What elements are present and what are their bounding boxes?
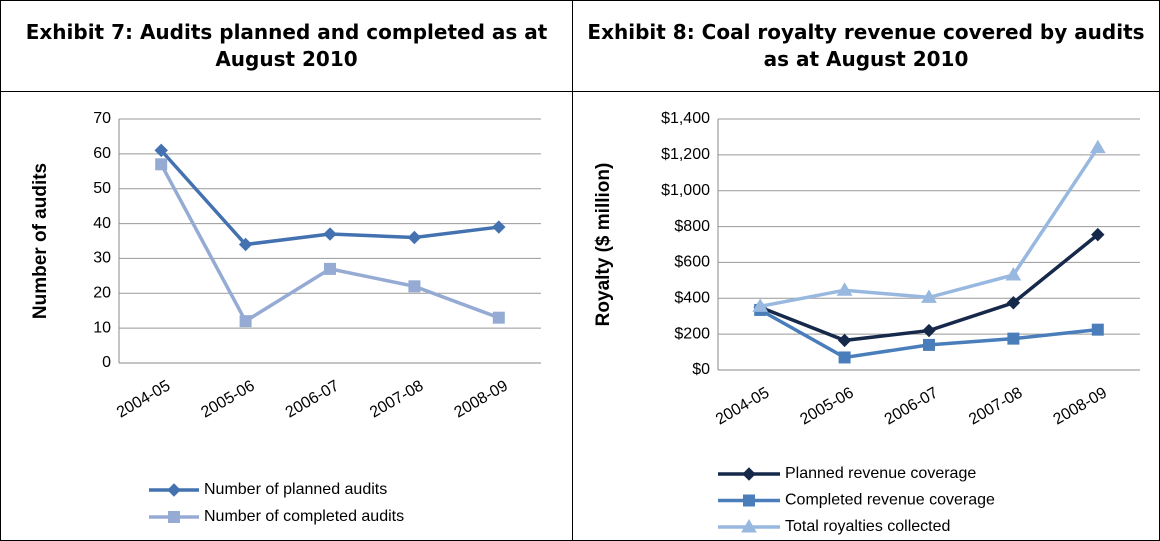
- legend-label: Planned revenue coverage: [785, 465, 976, 482]
- marker: [407, 230, 422, 245]
- marker: [239, 315, 252, 328]
- marker: [238, 237, 253, 252]
- x-tick-label: 2008-09: [1051, 384, 1110, 428]
- y-tick-label: $800: [674, 218, 710, 235]
- marker: [922, 323, 936, 338]
- marker: [324, 262, 336, 275]
- y-axis-title: Royalty ($ million): [593, 163, 614, 327]
- x-tick-label: 2004-05: [114, 377, 173, 421]
- legend-label: Number of planned audits: [204, 481, 387, 498]
- y-tick-label: 30: [93, 250, 111, 267]
- marker: [155, 158, 168, 171]
- x-tick-label: 2005-06: [198, 377, 257, 421]
- marker: [742, 467, 756, 481]
- x-tick-label: 2008-09: [452, 377, 511, 421]
- y-tick-label: 70: [93, 110, 111, 127]
- y-tick-label: $400: [674, 290, 710, 307]
- chart: $0 $200 $400 $600 $800 $1,000 $1,200 $1,400 Roya…: [593, 110, 1140, 535]
- marker: [923, 338, 935, 351]
- marker: [752, 298, 769, 312]
- panel: Exhibit 8: Coal royalty revenue covered …: [572, 1, 1159, 540]
- marker: [836, 282, 853, 296]
- marker: [837, 333, 852, 348]
- marker: [1091, 323, 1104, 336]
- chart: 0 10 20 30 40 50 60 70 Number of audits 2004-05 20…: [30, 110, 541, 525]
- y-tick-label: 10: [93, 319, 111, 336]
- y-tick-label: 20: [93, 285, 111, 302]
- y-tick-label: $200: [674, 325, 710, 342]
- y-axis-title: Number of audits: [30, 163, 51, 319]
- chart-title: Exhibit 7: Audits planned and completed …: [1, 1, 572, 92]
- marker: [154, 143, 168, 158]
- marker: [492, 311, 505, 324]
- x-tick-label: 2006-07: [882, 384, 941, 428]
- y-tick-label: $1,400: [661, 110, 710, 127]
- y-tick-label: 0: [102, 354, 111, 371]
- y-tick-label: $1,200: [661, 146, 710, 163]
- marker: [167, 483, 181, 497]
- marker: [1091, 227, 1105, 242]
- marker: [921, 289, 937, 303]
- legend-label: Total royalties collected: [785, 518, 950, 535]
- marker: [408, 280, 421, 293]
- marker: [743, 494, 755, 507]
- marker: [741, 519, 757, 533]
- y-tick-label: $0: [692, 361, 710, 378]
- legend-label: Number of completed audits: [204, 508, 404, 525]
- y-tick-label: 50: [93, 180, 111, 197]
- y-tick-label: $1,000: [661, 182, 710, 199]
- marker: [1089, 139, 1106, 154]
- marker: [492, 220, 506, 234]
- marker: [168, 511, 180, 523]
- x-tick-label: 2006-07: [283, 377, 342, 421]
- marker: [1007, 332, 1020, 345]
- x-tick-label: 2007-08: [966, 384, 1025, 428]
- legend-label: Completed revenue coverage: [785, 492, 995, 509]
- x-tick-label: 2005-06: [797, 384, 856, 428]
- x-tick-label: 2004-05: [713, 384, 772, 428]
- y-tick-label: 60: [93, 145, 111, 162]
- marker: [323, 227, 337, 241]
- panel: Exhibit 7: Audits planned and completed …: [1, 1, 572, 540]
- y-tick-label: 40: [93, 215, 111, 232]
- series-line: [159, 163, 500, 324]
- marker: [838, 351, 851, 364]
- marker: [1006, 296, 1021, 310]
- x-tick-label: 2007-08: [367, 377, 426, 421]
- marker: [1005, 266, 1022, 281]
- y-tick-label: $600: [674, 254, 710, 271]
- chart-title: Exhibit 8: Coal royalty revenue covered …: [573, 1, 1159, 92]
